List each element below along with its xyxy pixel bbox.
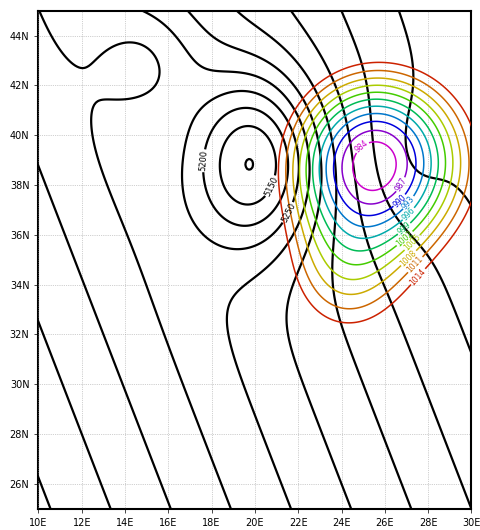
Text: 5150: 5150 — [263, 175, 279, 198]
Text: 5450: 5450 — [470, 517, 480, 530]
Text: 996: 996 — [399, 206, 416, 223]
Text: 990: 990 — [391, 192, 407, 209]
Text: 1005: 1005 — [401, 233, 421, 253]
Text: 1014: 1014 — [408, 267, 427, 287]
Text: 984: 984 — [353, 139, 370, 155]
Text: 999: 999 — [395, 220, 412, 237]
Text: 5200: 5200 — [172, 521, 188, 530]
Text: 1008: 1008 — [398, 248, 418, 268]
Text: 5100: 5100 — [48, 513, 64, 530]
Text: 5350: 5350 — [351, 521, 368, 530]
Text: 5200: 5200 — [198, 150, 208, 172]
Text: 5250: 5250 — [230, 517, 246, 530]
Text: 1002: 1002 — [394, 229, 414, 249]
Text: 5250: 5250 — [279, 201, 297, 224]
Text: 5400: 5400 — [408, 511, 424, 530]
Text: 993: 993 — [400, 194, 416, 211]
Text: 987: 987 — [393, 176, 408, 193]
Text: 1011: 1011 — [405, 254, 424, 275]
